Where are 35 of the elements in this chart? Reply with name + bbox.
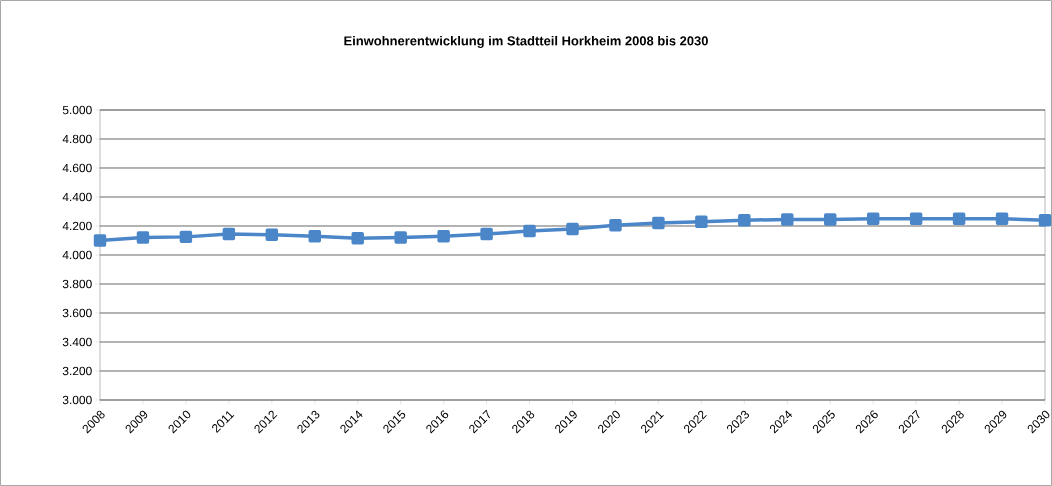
point (437, 229, 450, 243)
point (136, 231, 150, 244)
y-tick-label: 4.600 (62, 163, 92, 173)
point (523, 224, 536, 238)
point (1038, 213, 1052, 227)
y-tick-label: 4.800 (62, 134, 92, 144)
y-tick-label: 3.000 (62, 395, 92, 405)
point (566, 222, 579, 236)
point (351, 232, 364, 245)
point (394, 231, 407, 244)
point (480, 227, 493, 241)
point (308, 229, 322, 243)
point (781, 213, 794, 226)
y-tick-label: 3.600 (62, 308, 92, 318)
point (909, 212, 923, 225)
point (265, 228, 279, 241)
y-tick-label: 4.000 (62, 250, 92, 260)
point (824, 213, 837, 226)
y-tick-label: 3.400 (62, 337, 92, 347)
point (609, 219, 622, 232)
y-tick-label: 4.200 (62, 221, 92, 231)
point (222, 227, 236, 241)
y-tick-label: 3.800 (62, 279, 92, 289)
point (179, 230, 193, 244)
point (652, 216, 665, 230)
chart-title: Einwohnerentwicklung im Stadtteil Horkheim 2008 bis 2030 (344, 35, 708, 49)
point (93, 234, 107, 247)
point (995, 212, 1009, 225)
y-tick-label: 4.400 (62, 192, 92, 202)
y-tick-label: 3.200 (62, 366, 92, 376)
y-tick-label: 5.000 (62, 105, 92, 115)
point (866, 212, 880, 225)
point (952, 212, 966, 225)
point (738, 213, 751, 227)
point (695, 215, 708, 228)
